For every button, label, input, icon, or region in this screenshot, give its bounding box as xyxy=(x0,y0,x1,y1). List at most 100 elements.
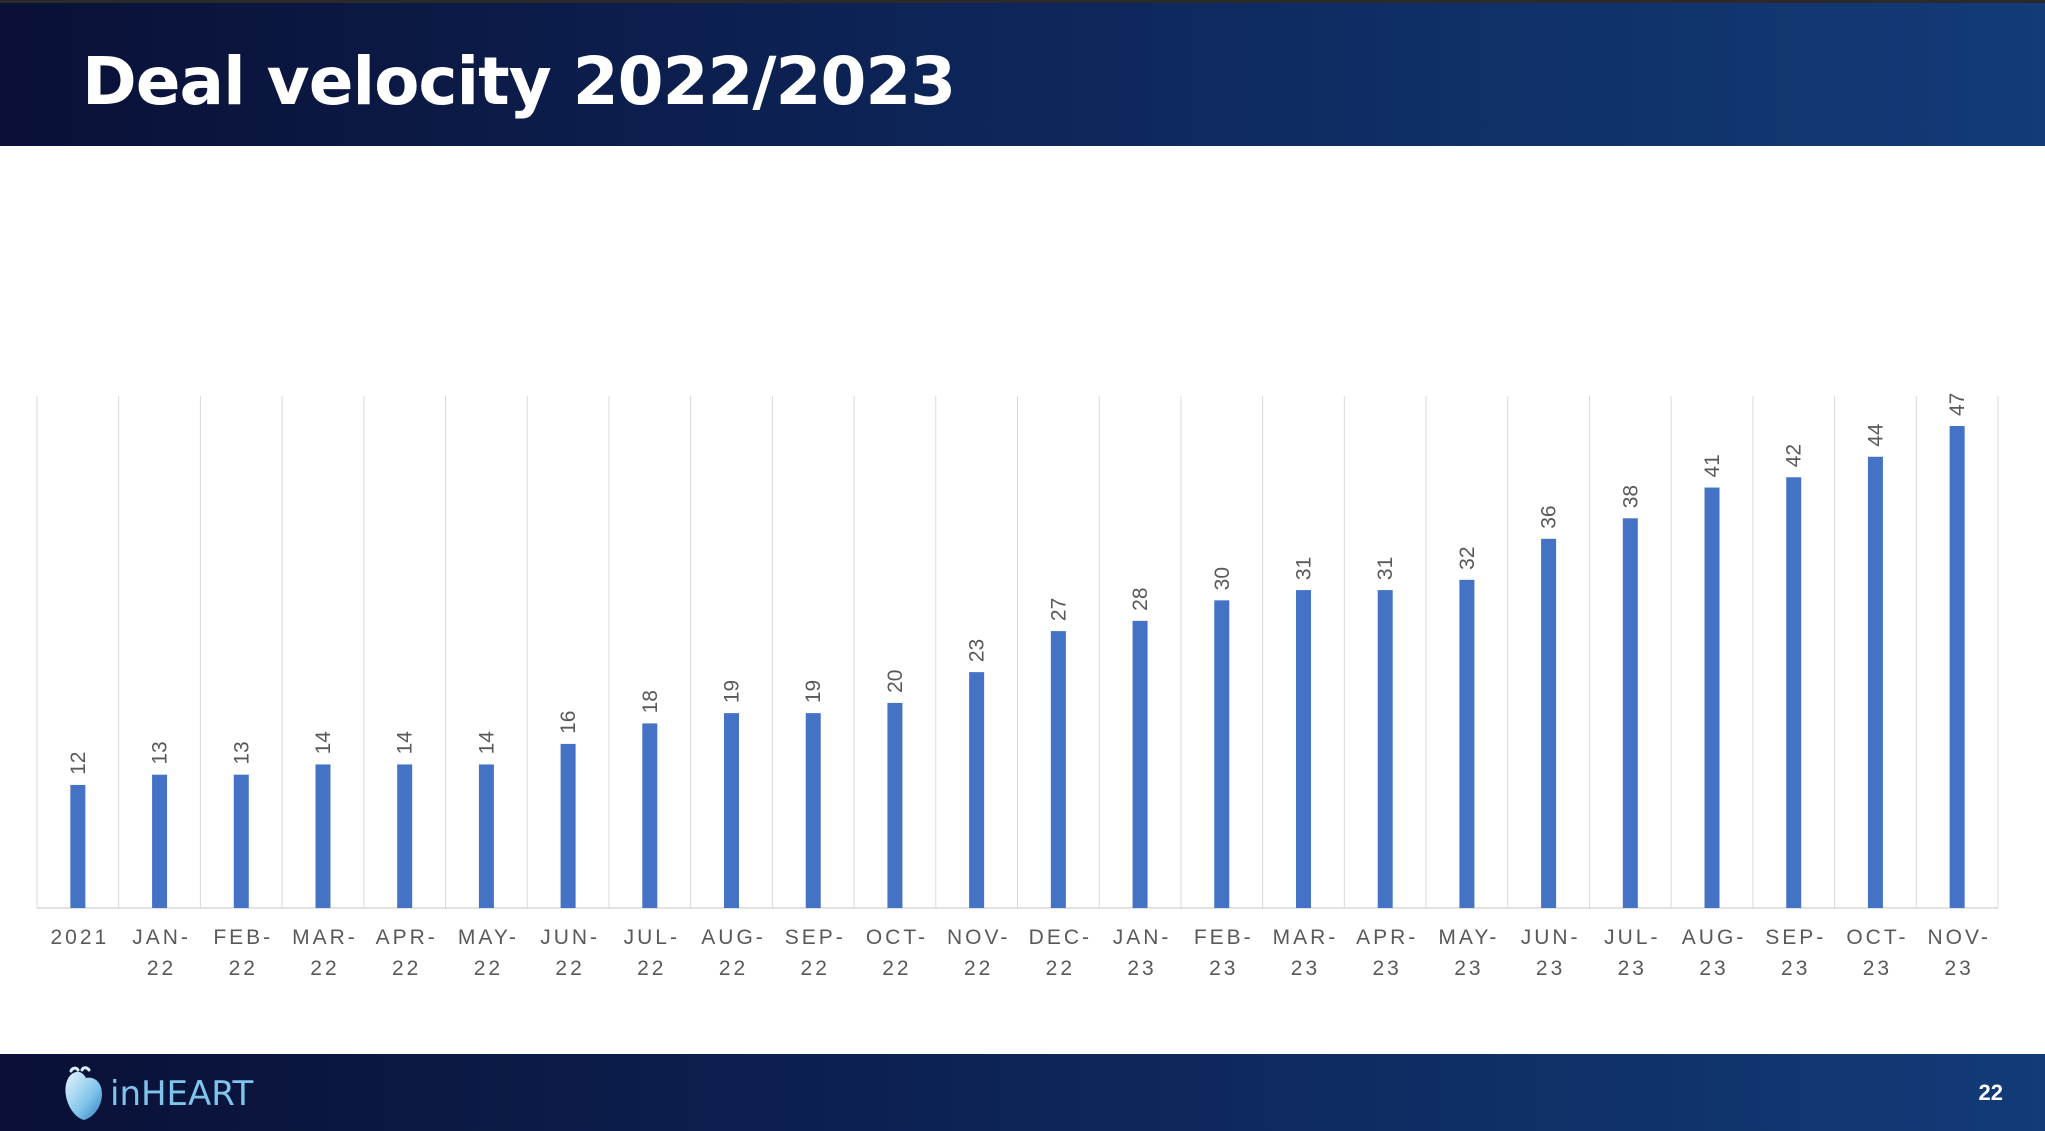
x-tick-label: JUL- xyxy=(1604,926,1660,949)
data-label: 31 xyxy=(1374,557,1397,580)
x-tick-label: FEB- xyxy=(1194,926,1254,949)
x-tick-label: JUN- xyxy=(1521,926,1581,949)
x-tick-label: 22 xyxy=(229,957,258,980)
data-label: 13 xyxy=(230,741,253,764)
bar xyxy=(478,764,494,908)
x-tick-label: 23 xyxy=(1536,957,1565,980)
logo-text: inHEART xyxy=(110,1074,254,1114)
data-label: 47 xyxy=(1946,393,1969,416)
x-tick-label: DEC- xyxy=(1029,926,1092,949)
x-tick-label: 23 xyxy=(1291,957,1320,980)
x-tick-label: SEP- xyxy=(1765,926,1826,949)
bar xyxy=(397,764,413,908)
x-tick-label: 23 xyxy=(1127,957,1156,980)
x-tick-label: 22 xyxy=(801,957,830,980)
bar xyxy=(1704,487,1720,908)
x-tick-label: MAR- xyxy=(292,926,358,949)
slide-title: Deal velocity 2022/2023 xyxy=(82,43,956,120)
x-tick-label: APR- xyxy=(376,926,438,949)
title-bar: Deal velocity 2022/2023 xyxy=(0,0,2045,146)
x-tick-label: 23 xyxy=(1618,957,1647,980)
bar xyxy=(233,774,249,908)
data-label: 27 xyxy=(1047,598,1070,621)
bar xyxy=(1949,426,1965,908)
data-label: 44 xyxy=(1864,423,1887,447)
x-tick-label: MAY- xyxy=(1438,926,1499,949)
bar xyxy=(969,672,985,908)
x-tick-label: 23 xyxy=(1209,957,1238,980)
bar xyxy=(642,723,658,908)
x-tick-label: FEB- xyxy=(213,926,273,949)
data-label: 19 xyxy=(721,680,744,703)
data-label: 18 xyxy=(639,690,662,713)
bar xyxy=(1622,518,1638,908)
bar xyxy=(1295,590,1311,908)
bar xyxy=(805,713,821,908)
x-tick-label: 22 xyxy=(964,957,993,980)
x-tick-label: MAY- xyxy=(458,926,519,949)
bar xyxy=(1377,590,1393,908)
x-tick-label: 22 xyxy=(474,957,503,980)
x-tick-label: 22 xyxy=(882,957,911,980)
x-tick-label: 23 xyxy=(1781,957,1810,980)
x-tick-label: 22 xyxy=(310,957,339,980)
footer-bar: inHEART 22 xyxy=(0,1054,2045,1131)
data-label: 13 xyxy=(149,741,172,764)
x-tick-label: AUG- xyxy=(701,926,766,949)
x-tick-label: NOV- xyxy=(1927,926,1990,949)
data-label: 41 xyxy=(1701,454,1724,477)
bar xyxy=(1050,631,1066,908)
x-tick-label: AUG- xyxy=(1682,926,1747,949)
bar xyxy=(152,774,168,908)
x-tick-label: 22 xyxy=(1046,957,1075,980)
x-tick-label: 22 xyxy=(555,957,584,980)
x-tick-label: 22 xyxy=(392,957,421,980)
x-tick-label: OCT- xyxy=(1846,926,1908,949)
x-tick-label: JUN- xyxy=(540,926,600,949)
bar xyxy=(560,743,576,908)
data-label: 20 xyxy=(884,670,907,693)
chart-svg: 12 2021 13 JAN- 22 13 FEB- 22 14 MAR- 22 14 APR- 22 14… xyxy=(36,393,1999,980)
data-label: 14 xyxy=(394,731,417,755)
data-label: 19 xyxy=(802,680,825,703)
x-tick-label: 22 xyxy=(147,957,176,980)
x-tick-label: 23 xyxy=(1944,957,1973,980)
data-label: 16 xyxy=(557,711,580,734)
x-tick-label: MAR- xyxy=(1273,926,1339,949)
x-tick-label: 23 xyxy=(1863,957,1892,980)
data-label: 14 xyxy=(312,731,335,755)
bar xyxy=(315,764,331,908)
data-label: 28 xyxy=(1129,587,1152,610)
bar-chart: 12 2021 13 JAN- 22 13 FEB- 22 14 MAR- 22 14 APR- 22 14… xyxy=(0,146,2045,1054)
page-number: 22 xyxy=(1978,1080,2003,1105)
x-tick-label: JUL- xyxy=(624,926,680,949)
heart-logo-icon xyxy=(65,1066,102,1120)
data-label: 42 xyxy=(1783,444,1806,467)
company-logo: inHEART xyxy=(62,1066,253,1122)
data-label: 30 xyxy=(1211,567,1234,590)
bar xyxy=(1132,620,1148,908)
x-tick-label: 2021 xyxy=(50,926,109,949)
bar xyxy=(724,713,740,908)
data-label: 12 xyxy=(67,752,90,775)
x-tick-label: OCT- xyxy=(866,926,928,949)
data-label: 23 xyxy=(966,639,989,662)
x-tick-label: 22 xyxy=(637,957,666,980)
data-label: 14 xyxy=(475,731,498,755)
bar xyxy=(1459,579,1475,908)
data-label: 36 xyxy=(1538,505,1561,528)
x-tick-label: JAN- xyxy=(132,926,191,949)
x-tick-label: APR- xyxy=(1356,926,1418,949)
bar xyxy=(887,702,903,908)
bar xyxy=(1541,538,1557,908)
x-tick-label: SEP- xyxy=(785,926,846,949)
data-label: 31 xyxy=(1292,557,1315,580)
data-label: 32 xyxy=(1456,546,1479,569)
x-tick-label: 22 xyxy=(719,957,748,980)
bar xyxy=(1867,456,1883,908)
bar xyxy=(70,784,86,908)
bar xyxy=(1786,477,1802,908)
x-tick-label: JAN- xyxy=(1113,926,1172,949)
x-tick-label: 23 xyxy=(1373,957,1402,980)
data-label: 38 xyxy=(1619,485,1642,508)
